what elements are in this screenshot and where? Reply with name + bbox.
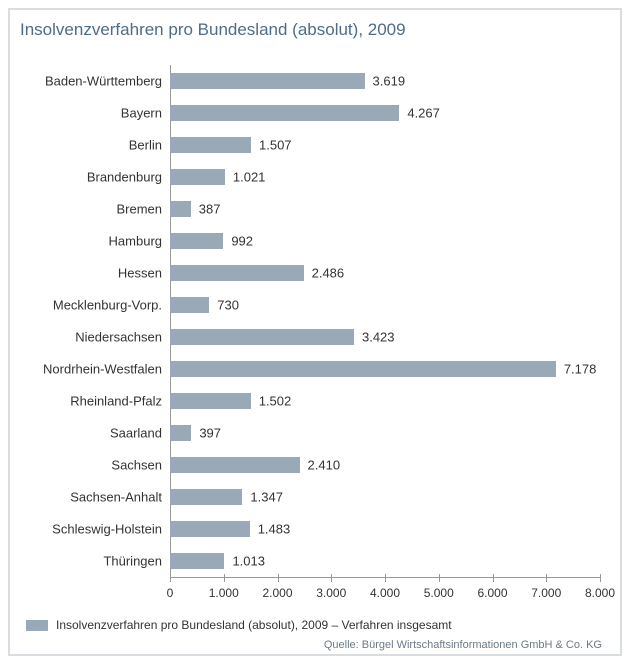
category-label: Thüringen: [12, 554, 162, 569]
source-text: Quelle: Bürgel Wirtschaftsinformationen …: [324, 639, 602, 651]
bar: [170, 393, 251, 409]
bar-row: Brandenburg1.021: [170, 161, 600, 193]
x-tick: [385, 574, 386, 582]
bar-row: Mecklenburg-Vorp.730: [170, 289, 600, 321]
bar: [170, 361, 556, 377]
bar: [170, 521, 250, 537]
category-label: Nordrhein-Westfalen: [12, 362, 162, 377]
bar-row: Sachsen2.410: [170, 449, 600, 481]
bar-row: Hessen2.486: [170, 257, 600, 289]
category-label: Schleswig-Holstein: [12, 522, 162, 537]
bar-row: Sachsen-Anhalt1.347: [170, 481, 600, 513]
legend: Insolvenzverfahren pro Bundesland (absol…: [26, 618, 452, 632]
x-tick: [278, 574, 279, 582]
value-label: 4.267: [407, 106, 440, 121]
bar: [170, 233, 223, 249]
category-label: Hamburg: [12, 234, 162, 249]
value-label: 397: [199, 426, 221, 441]
value-label: 1.502: [259, 394, 292, 409]
category-label: Bremen: [12, 202, 162, 217]
value-label: 1.347: [250, 490, 283, 505]
value-label: 3.619: [373, 74, 406, 89]
x-tick-label: 5.000: [424, 586, 454, 600]
chart-container: Insolvenzverfahren pro Bundesland (absol…: [0, 0, 630, 664]
bar: [170, 329, 354, 345]
bar: [170, 553, 224, 569]
bar-row: Baden-Württemberg3.619: [170, 65, 600, 97]
category-label: Rheinland-Pfalz: [12, 394, 162, 409]
bar: [170, 425, 191, 441]
bar-row: Thüringen1.013: [170, 545, 600, 577]
x-tick: [439, 574, 440, 582]
value-label: 730: [217, 298, 239, 313]
bar: [170, 169, 225, 185]
value-label: 3.423: [362, 330, 395, 345]
x-tick-label: 3.000: [316, 586, 346, 600]
legend-text: Insolvenzverfahren pro Bundesland (absol…: [56, 618, 452, 632]
x-tick-label: 1.000: [209, 586, 239, 600]
x-tick-label: 7.000: [531, 586, 561, 600]
bar: [170, 105, 399, 121]
category-label: Mecklenburg-Vorp.: [12, 298, 162, 313]
x-tick: [493, 574, 494, 582]
x-tick: [224, 574, 225, 582]
x-tick: [170, 574, 171, 582]
x-tick-label: 8.000: [585, 586, 615, 600]
bar-row: Nordrhein-Westfalen7.178: [170, 353, 600, 385]
bar-row: Schleswig-Holstein1.483: [170, 513, 600, 545]
x-tick-label: 6.000: [477, 586, 507, 600]
bar-row: Bremen387: [170, 193, 600, 225]
x-tick: [331, 574, 332, 582]
plot-area: Baden-Württemberg3.619Bayern4.267Berlin1…: [170, 65, 600, 577]
value-label: 7.178: [564, 362, 597, 377]
x-axis: 01.0002.0003.0004.0005.0006.0007.0008.00…: [170, 577, 600, 608]
category-label: Sachsen-Anhalt: [12, 490, 162, 505]
x-tick-label: 0: [167, 586, 174, 600]
value-label: 992: [231, 234, 253, 249]
x-tick-label: 2.000: [262, 586, 292, 600]
bar-row: Saarland397: [170, 417, 600, 449]
bar: [170, 489, 242, 505]
category-label: Bayern: [12, 106, 162, 121]
value-label: 387: [199, 202, 221, 217]
bar-row: Bayern4.267: [170, 97, 600, 129]
category-label: Sachsen: [12, 458, 162, 473]
value-label: 1.021: [233, 170, 266, 185]
bar-row: Niedersachsen3.423: [170, 321, 600, 353]
category-label: Saarland: [12, 426, 162, 441]
value-label: 2.486: [312, 266, 345, 281]
bar: [170, 297, 209, 313]
category-label: Baden-Württemberg: [12, 74, 162, 89]
bar: [170, 137, 251, 153]
category-label: Berlin: [12, 138, 162, 153]
bar: [170, 457, 300, 473]
value-label: 2.410: [308, 458, 341, 473]
legend-swatch: [26, 620, 48, 631]
chart-title: Insolvenzverfahren pro Bundesland (absol…: [20, 20, 406, 40]
bar: [170, 265, 304, 281]
x-tick: [600, 574, 601, 582]
chart-panel: Insolvenzverfahren pro Bundesland (absol…: [8, 8, 622, 656]
value-label: 1.013: [232, 554, 265, 569]
category-label: Brandenburg: [12, 170, 162, 185]
value-label: 1.507: [259, 138, 292, 153]
bar: [170, 201, 191, 217]
bar-row: Berlin1.507: [170, 129, 600, 161]
category-label: Niedersachsen: [12, 330, 162, 345]
category-label: Hessen: [12, 266, 162, 281]
value-label: 1.483: [258, 522, 291, 537]
x-tick-label: 4.000: [370, 586, 400, 600]
bar: [170, 73, 365, 89]
x-tick: [546, 574, 547, 582]
bar-row: Rheinland-Pfalz1.502: [170, 385, 600, 417]
bar-row: Hamburg992: [170, 225, 600, 257]
